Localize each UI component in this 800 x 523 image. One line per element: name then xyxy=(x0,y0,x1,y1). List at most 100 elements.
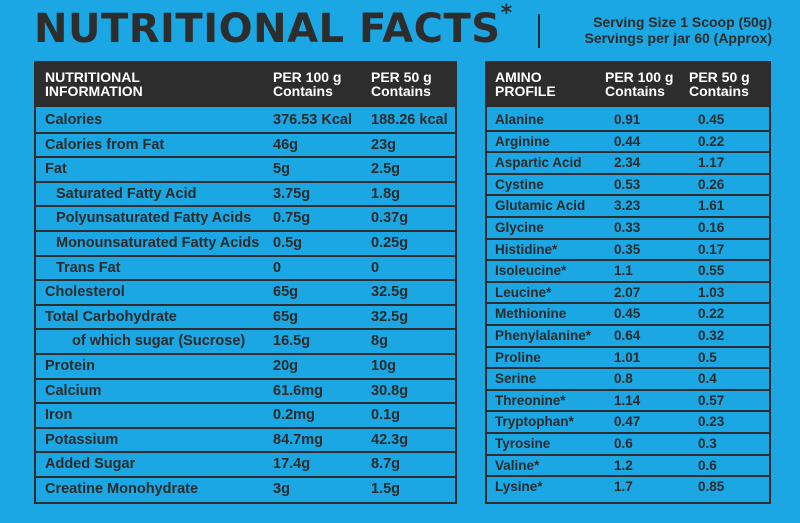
amino-name: Arginine xyxy=(495,133,550,149)
amino-name: Tyrosine xyxy=(495,435,551,451)
per-50g-value: 42.3g xyxy=(371,431,409,448)
nutrition-row: Polyunsaturated Fatty Acids 0.75g 0.37g xyxy=(36,207,455,232)
amino-per-50g: 0.16 xyxy=(698,219,725,235)
amino-per-50g: 1.61 xyxy=(698,198,725,214)
amino-name: Serine xyxy=(495,371,537,387)
amino-name: Tryptophan* xyxy=(495,414,574,430)
nutrition-row: Protein 20g 10g xyxy=(36,355,455,380)
amino-per-100g: 0.45 xyxy=(614,306,641,322)
nutrient-name: Polyunsaturated Fatty Acids xyxy=(56,210,252,227)
amino-name: Valine* xyxy=(495,457,540,473)
serving-size: Serving Size 1 Scoop (50g) xyxy=(593,14,772,30)
per-100g-value: 3.75g xyxy=(273,185,311,202)
per-100g-value: 65g xyxy=(273,308,298,325)
amino-per-100g: 0.8 xyxy=(614,371,633,387)
nutrient-name: Cholesterol xyxy=(45,284,125,301)
per-50g-value: 32.5g xyxy=(371,284,409,301)
amino-per-50g: 0.6 xyxy=(698,457,717,473)
per-50g-value: 0.37g xyxy=(371,210,409,227)
per-50g-value: 0 xyxy=(371,259,380,276)
amino-name: Glutamic Acid xyxy=(495,198,586,214)
nutrient-name: Saturated Fatty Acid xyxy=(56,185,197,202)
nutrition-header-label: NUTRITIONAL INFORMATION xyxy=(45,69,143,99)
amino-row: Methionine 0.45 0.22 xyxy=(487,304,769,326)
nutrition-row: Calories 376.53 Kcal 188.26 kcal xyxy=(36,109,455,134)
amino-name: Threonine* xyxy=(495,392,566,408)
per-50g-value: 23g xyxy=(371,136,396,153)
amino-per-50g: 0.85 xyxy=(698,479,725,495)
amino-name: Histidine* xyxy=(495,241,558,257)
amino-per-50g: 0.22 xyxy=(698,133,725,149)
amino-per-100g: 1.1 xyxy=(614,263,633,279)
amino-per-100g: 0.91 xyxy=(614,112,641,127)
amino-name: Leucine* xyxy=(495,284,552,300)
amino-per-100g: 0.64 xyxy=(614,327,641,343)
per-50g-value: 32.5g xyxy=(371,308,409,325)
amino-row: Glycine 0.33 0.16 xyxy=(487,218,769,240)
amino-per-50g: 1.17 xyxy=(698,155,725,171)
nutrition-row: Iron 0.2mg 0.1g xyxy=(36,404,455,429)
amino-row: Lysine* 1.7 0.85 xyxy=(487,477,769,497)
amino-row: Alanine 0.91 0.45 xyxy=(487,110,769,132)
amino-row: Serine 0.8 0.4 xyxy=(487,369,769,391)
nutrition-row: Added Sugar 17.4g 8.7g xyxy=(36,453,455,478)
nutrient-name: Monounsaturated Fatty Acids xyxy=(56,234,260,251)
nutrient-name: Calories xyxy=(45,112,103,128)
amino-name: Methionine xyxy=(495,306,567,322)
amino-per-100g: 3.23 xyxy=(614,198,641,214)
per-50g-value: 0.1g xyxy=(371,407,401,424)
amino-row: Tryptophan* 0.47 0.23 xyxy=(487,412,769,434)
nutrient-name: Iron xyxy=(45,407,73,424)
per-50g-value: 30.8g xyxy=(371,382,409,399)
nutrition-row: Calcium 61.6mg 30.8g xyxy=(36,380,455,405)
nutrition-row: Monounsaturated Fatty Acids 0.5g 0.25g xyxy=(36,232,455,257)
amino-row: Phenylalanine* 0.64 0.32 xyxy=(487,326,769,348)
per-100g-value: 0.75g xyxy=(273,210,311,227)
per-100g-value: 0.2mg xyxy=(273,407,315,424)
amino-row: Cystine 0.53 0.26 xyxy=(487,175,769,197)
amino-row: Proline 1.01 0.5 xyxy=(487,348,769,370)
nutrient-name: Total Carbohydrate xyxy=(45,308,177,325)
amino-row: Glutamic Acid 3.23 1.61 xyxy=(487,196,769,218)
per-100g-value: 0.5g xyxy=(273,234,303,251)
nutrient-name: Calcium xyxy=(45,382,102,399)
nutrition-row: of which sugar (Sucrose) 16.5g 8g xyxy=(36,330,455,355)
nutrient-name: Added Sugar xyxy=(45,456,136,473)
amino-name: Alanine xyxy=(495,112,544,127)
amino-name: Lysine* xyxy=(495,479,543,495)
page-title: NUTRITIONAL FACTS* xyxy=(34,1,513,52)
per-50g-value: 0.25g xyxy=(371,234,409,251)
amino-per-50g: 0.3 xyxy=(698,435,717,451)
nutrient-name: Potassium xyxy=(45,431,119,448)
amino-name: Phenylalanine* xyxy=(495,327,592,343)
nutrition-row: Fat 5g 2.5g xyxy=(36,158,455,183)
title-asterisk: * xyxy=(500,0,513,26)
amino-per-50g: 0.45 xyxy=(698,112,725,127)
nutrition-row: Saturated Fatty Acid 3.75g 1.8g xyxy=(36,183,455,208)
amino-table-body: Alanine 0.91 0.45 Arginine 0.44 0.22 Aspartic … xyxy=(487,107,769,497)
amino-per-50g: 0.5 xyxy=(698,349,717,365)
nutrition-row: Cholesterol 65g 32.5g xyxy=(36,281,455,306)
per-100g-value: 3g xyxy=(273,480,290,497)
per-50g-value: 2.5g xyxy=(371,161,401,178)
nutrient-name: Trans Fat xyxy=(56,259,121,276)
nutrition-table-header: NUTRITIONAL INFORMATION PER 100 g Contains… xyxy=(36,63,455,107)
per-50g-value: 8.7g xyxy=(371,456,401,473)
amino-name: Cystine xyxy=(495,176,544,192)
nutrient-name: Calories from Fat xyxy=(45,136,165,153)
amino-row: Isoleucine* 1.1 0.55 xyxy=(487,261,769,283)
amino-row: Threonine* 1.14 0.57 xyxy=(487,391,769,413)
amino-per-100g: 0.47 xyxy=(614,414,641,430)
amino-per-100g: 0.44 xyxy=(614,133,641,149)
amino-row: Aspartic Acid 2.34 1.17 xyxy=(487,153,769,175)
amino-per-50g: 0.4 xyxy=(698,371,717,387)
amino-name: Proline xyxy=(495,349,541,365)
amino-per-100g: 1.14 xyxy=(614,392,641,408)
nutrient-name: Fat xyxy=(45,161,67,178)
amino-row: Valine* 1.2 0.6 xyxy=(487,456,769,478)
amino-row: Histidine* 0.35 0.17 xyxy=(487,240,769,262)
amino-header-per100: PER 100 g Contains xyxy=(605,69,674,99)
nutrition-row: Total Carbohydrate 65g 32.5g xyxy=(36,306,455,331)
